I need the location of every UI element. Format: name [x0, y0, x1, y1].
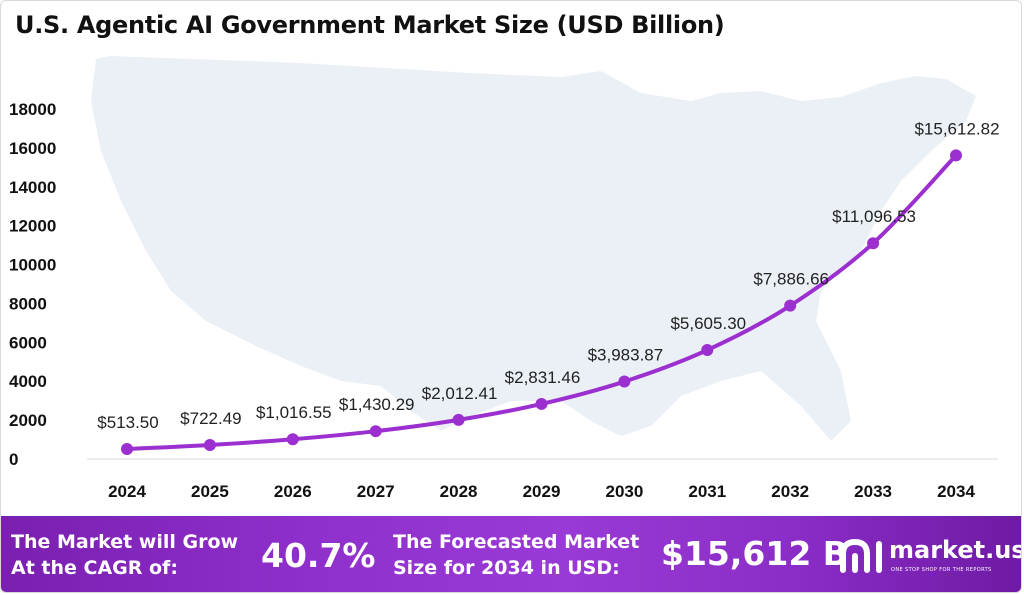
x-axis-ticks: 2024 2025 2026 2027 2028 2029 2030 2031 2032 2033…: [108, 482, 975, 501]
data-point: [535, 397, 548, 410]
forecast-label-line2: Size for 2034 in USD:: [393, 557, 620, 579]
data-point: [784, 299, 797, 312]
y-tick-label: 8000: [9, 294, 47, 313]
data-label: $5,605.30: [670, 314, 746, 333]
brand-tagline: ONE STOP SHOP FOR THE REPORTS: [891, 567, 992, 573]
data-label: $1,016.55: [256, 403, 332, 422]
x-tick-label: 2031: [688, 482, 726, 501]
y-tick-label: 2000: [9, 411, 47, 430]
chart-title: U.S. Agentic AI Government Market Size (…: [15, 11, 725, 39]
footer-banner: The Market will Grow At the CAGR of: 40.…: [1, 516, 1022, 592]
data-point: [618, 375, 631, 388]
x-tick-label: 2027: [357, 482, 395, 501]
brand-logo: market.us ONE STOP SHOP FOR THE REPORTS: [839, 528, 1022, 584]
x-tick-label: 2029: [523, 482, 561, 501]
data-label: $3,983.87: [588, 346, 664, 365]
y-tick-label: 4000: [9, 372, 47, 391]
cagr-value: 40.7%: [261, 536, 376, 575]
data-point: [369, 425, 382, 438]
forecast-label-line1: The Forecasted Market: [393, 531, 640, 553]
x-tick-label: 2033: [854, 482, 892, 501]
data-point: [867, 237, 880, 250]
y-tick-label: 18000: [9, 100, 56, 119]
data-labels: $513.50 $722.49 $1,016.55 $1,430.29 $2,012.4…: [97, 119, 999, 432]
data-label: $11,096.53: [832, 207, 916, 226]
x-tick-label: 2026: [274, 482, 312, 501]
brand-name: market.us: [889, 536, 1022, 564]
data-label: $722.49: [180, 409, 241, 428]
x-tick-label: 2025: [191, 482, 229, 501]
data-point: [452, 413, 465, 426]
cagr-label-line2: At the CAGR of:: [11, 557, 178, 579]
y-tick-label: 12000: [9, 217, 56, 236]
data-point: [950, 149, 962, 162]
y-tick-label: 16000: [9, 139, 56, 158]
chart-svg: 0 2000 4000 6000 8000 10000 12000 14000 16000 180…: [9, 56, 1000, 501]
x-tick-label: 2032: [771, 482, 809, 501]
y-tick-label: 0: [9, 450, 18, 469]
data-label: $2,012.41: [422, 384, 498, 403]
x-tick-label: 2034: [937, 482, 975, 501]
cagr-label: The Market will Grow At the CAGR of:: [11, 529, 238, 581]
x-tick-label: 2030: [605, 482, 643, 501]
us-map-silhouette: [91, 56, 976, 441]
y-tick-label: 6000: [9, 333, 47, 352]
data-point: [701, 344, 714, 357]
y-tick-label: 14000: [9, 178, 56, 197]
x-tick-label: 2024: [108, 482, 146, 501]
forecast-label: The Forecasted Market Size for 2034 in U…: [393, 529, 639, 581]
data-point: [203, 438, 216, 451]
market-us-logo-icon: [840, 538, 882, 573]
data-label: $513.50: [97, 413, 158, 432]
y-axis-ticks: 0 2000 4000 6000 8000 10000 12000 14000 16000 180…: [9, 100, 56, 469]
data-points: [121, 149, 962, 456]
data-point: [121, 443, 133, 456]
cagr-label-line1: The Market will Grow: [11, 531, 239, 553]
data-label: $2,831.46: [505, 368, 581, 387]
forecast-value: $15,612 B: [661, 534, 848, 573]
y-tick-label: 10000: [9, 256, 56, 275]
data-label: $1,430.29: [339, 395, 415, 414]
data-label: $7,886.66: [753, 270, 829, 289]
x-tick-label: 2028: [440, 482, 478, 501]
data-point: [286, 433, 299, 446]
data-label: $15,612.82: [914, 119, 999, 138]
